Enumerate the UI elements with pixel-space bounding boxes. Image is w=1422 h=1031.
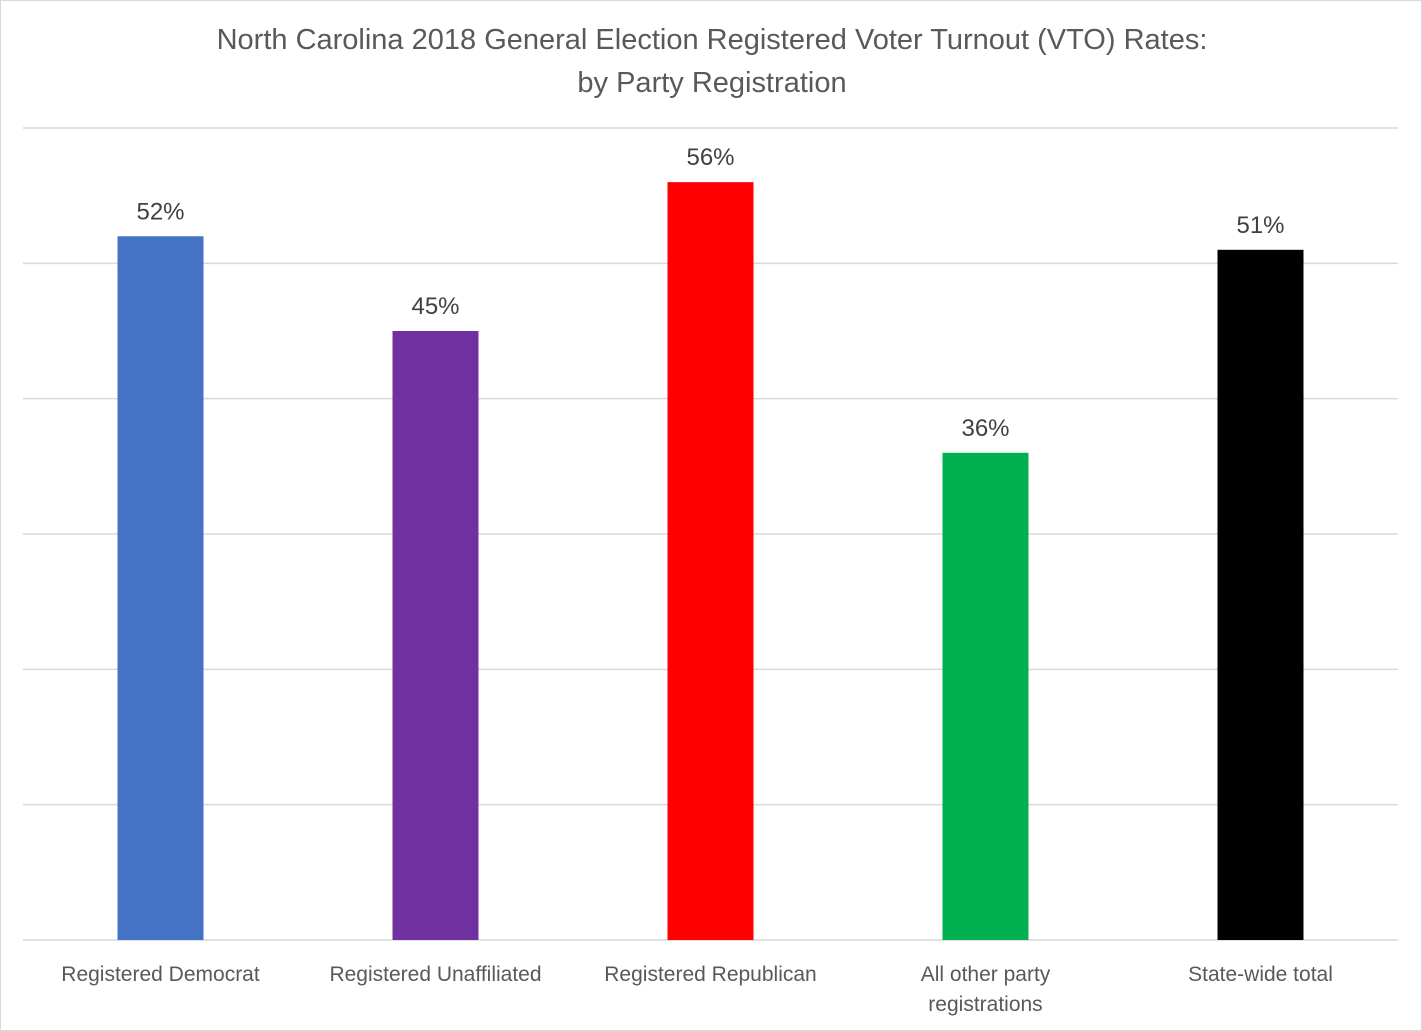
chart-title-line-1: North Carolina 2018 General Election Reg… <box>217 24 1208 56</box>
category-label-3-line-0: All other party <box>921 963 1051 986</box>
bar-4 <box>1217 249 1304 941</box>
category-label-4: State-wide total <box>1188 963 1333 986</box>
bar-2 <box>667 182 754 941</box>
bars <box>117 182 1304 941</box>
bar-0 <box>117 236 204 940</box>
chart-title-line-2: by Party Registration <box>577 67 846 99</box>
data-labels: 52% 45% 56% 36% 51% <box>136 144 1284 442</box>
category-label-3-line-1: registrations <box>928 993 1042 1016</box>
bar-3 <box>942 452 1029 940</box>
category-label-2: Registered Republican <box>604 963 816 986</box>
data-label-3: 36% <box>961 415 1009 442</box>
data-label-4: 51% <box>1236 212 1284 239</box>
bar-1 <box>392 331 479 940</box>
data-label-0: 52% <box>136 198 184 225</box>
data-label-2: 56% <box>686 144 734 171</box>
category-label-1: Registered Unaffiliated <box>329 963 541 986</box>
category-label-0: Registered Democrat <box>61 963 260 986</box>
chart-title: North Carolina 2018 General Election Reg… <box>217 24 1208 99</box>
data-label-1: 45% <box>411 293 459 320</box>
category-axis: Registered Democrat Registered Unaffiliat… <box>61 963 1333 1016</box>
